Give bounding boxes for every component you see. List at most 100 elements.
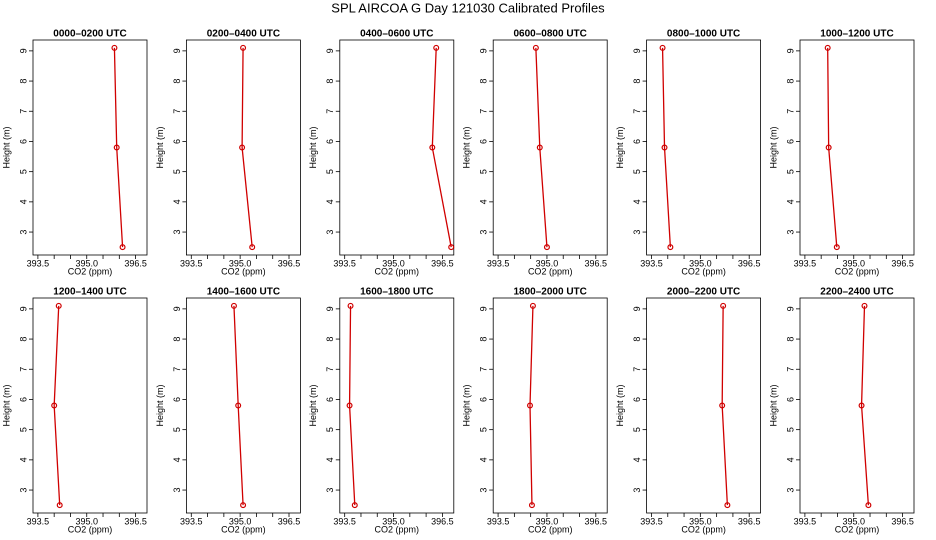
y-tick-label: 5 (632, 427, 642, 432)
y-tick-label: 9 (785, 48, 795, 53)
profile-line (348, 305, 356, 506)
x-tick-label: 396.5 (891, 258, 914, 268)
x-tick-label: 395.0 (75, 258, 98, 268)
x-tick-label: 396.5 (891, 516, 914, 526)
panel-title: 1800–2000 UTC (514, 287, 587, 298)
y-tick-label: 9 (479, 48, 489, 53)
data-point (347, 302, 354, 309)
data-point (833, 244, 840, 251)
y-tick-label: 8 (632, 79, 642, 84)
x-tick-label: 396.5 (278, 516, 301, 526)
plot-frame (185, 39, 301, 256)
profile-line (827, 47, 838, 248)
y-tick-label: 4 (479, 199, 489, 204)
y-tick-label: 7 (18, 367, 28, 372)
panel-title: 1600–1800 UTC (360, 287, 433, 298)
y-tick-label: 4 (632, 199, 642, 204)
data-point (528, 502, 535, 509)
y-tick-label: 6 (785, 139, 795, 144)
y-tick-label: 5 (325, 427, 335, 432)
data-point (824, 44, 831, 51)
data-point (720, 302, 727, 309)
x-tick-label: 393.5 (794, 258, 817, 268)
plot-frame (646, 39, 761, 256)
profile-line (529, 305, 534, 506)
x-tick-label: 395.0 (382, 258, 405, 268)
plot-frame (32, 297, 148, 514)
y-tick-label: 3 (18, 230, 28, 235)
y-axis-label: Height (m) (615, 384, 625, 426)
y-tick-label: 4 (172, 457, 182, 462)
y-axis-label: Height (m) (308, 126, 318, 168)
y-tick-label: 3 (172, 488, 182, 493)
y-tick-label: 9 (785, 306, 795, 311)
plot-frame (339, 39, 455, 256)
y-tick-label: 8 (479, 337, 489, 342)
y-tick-label: 4 (18, 199, 28, 204)
x-tick-label: 396.5 (585, 258, 608, 268)
y-tick-label: 5 (479, 169, 489, 174)
y-axis-label: Height (m) (155, 384, 165, 426)
x-tick-label: 395.0 (536, 516, 559, 526)
x-axis-label: CO2 (ppm) (221, 524, 266, 534)
y-tick-label: 4 (325, 457, 335, 462)
y-tick-label: 3 (785, 230, 795, 235)
y-tick-label: 8 (18, 79, 28, 84)
data-point (532, 44, 539, 51)
y-tick-label: 6 (785, 397, 795, 402)
panel-title: 1000–1200 UTC (820, 29, 893, 40)
y-tick-label: 9 (325, 48, 335, 53)
x-tick-label: 393.5 (640, 516, 663, 526)
y-tick-label: 5 (18, 169, 28, 174)
data-point (659, 44, 666, 51)
data-point (543, 244, 550, 251)
x-tick-label: 396.5 (431, 516, 454, 526)
x-tick-label: 396.5 (431, 258, 454, 268)
y-tick-label: 7 (632, 367, 642, 372)
plot-frame (799, 39, 915, 256)
profile-line (721, 305, 729, 506)
y-axis-label: Height (m) (462, 384, 472, 426)
profile-line (113, 47, 124, 248)
y-tick-label: 7 (172, 109, 182, 114)
y-tick-label: 6 (172, 397, 182, 402)
y-axis-label: Height (m) (462, 126, 472, 168)
y-tick-label: 5 (785, 427, 795, 432)
panel-title: 1200–1400 UTC (53, 287, 126, 298)
x-tick-label: 393.5 (794, 516, 817, 526)
y-tick-label: 6 (479, 139, 489, 144)
x-tick-label: 395.0 (689, 258, 712, 268)
y-tick-label: 5 (18, 427, 28, 432)
y-tick-label: 7 (479, 367, 489, 372)
data-point (724, 502, 731, 509)
y-tick-label: 3 (479, 230, 489, 235)
profile-line (535, 47, 548, 248)
y-tick-label: 7 (479, 109, 489, 114)
plot-frame (799, 297, 915, 514)
plot-frame (339, 297, 455, 514)
y-tick-label: 7 (785, 367, 795, 372)
panel-title: 2000–2200 UTC (667, 287, 740, 298)
x-tick-label: 396.5 (124, 516, 147, 526)
plot-frame (492, 39, 608, 256)
profile-line (233, 305, 244, 506)
x-tick-label: 393.5 (27, 258, 50, 268)
y-tick-label: 4 (325, 199, 335, 204)
y-axis-label: Height (m) (768, 384, 778, 426)
y-tick-label: 8 (632, 337, 642, 342)
y-tick-label: 6 (325, 397, 335, 402)
x-axis-label: CO2 (ppm) (375, 524, 420, 534)
y-tick-label: 6 (325, 139, 335, 144)
y-tick-label: 6 (632, 397, 642, 402)
y-tick-label: 4 (632, 457, 642, 462)
y-tick-label: 6 (479, 397, 489, 402)
data-point (249, 244, 256, 251)
x-tick-label: 393.5 (333, 516, 356, 526)
data-point (529, 302, 536, 309)
data-point (240, 502, 247, 509)
panel-title: 1400–1600 UTC (207, 287, 280, 298)
x-tick-label: 393.5 (487, 258, 510, 268)
data-point (51, 402, 58, 409)
data-point (56, 502, 63, 509)
x-axis-label: CO2 (ppm) (528, 524, 573, 534)
